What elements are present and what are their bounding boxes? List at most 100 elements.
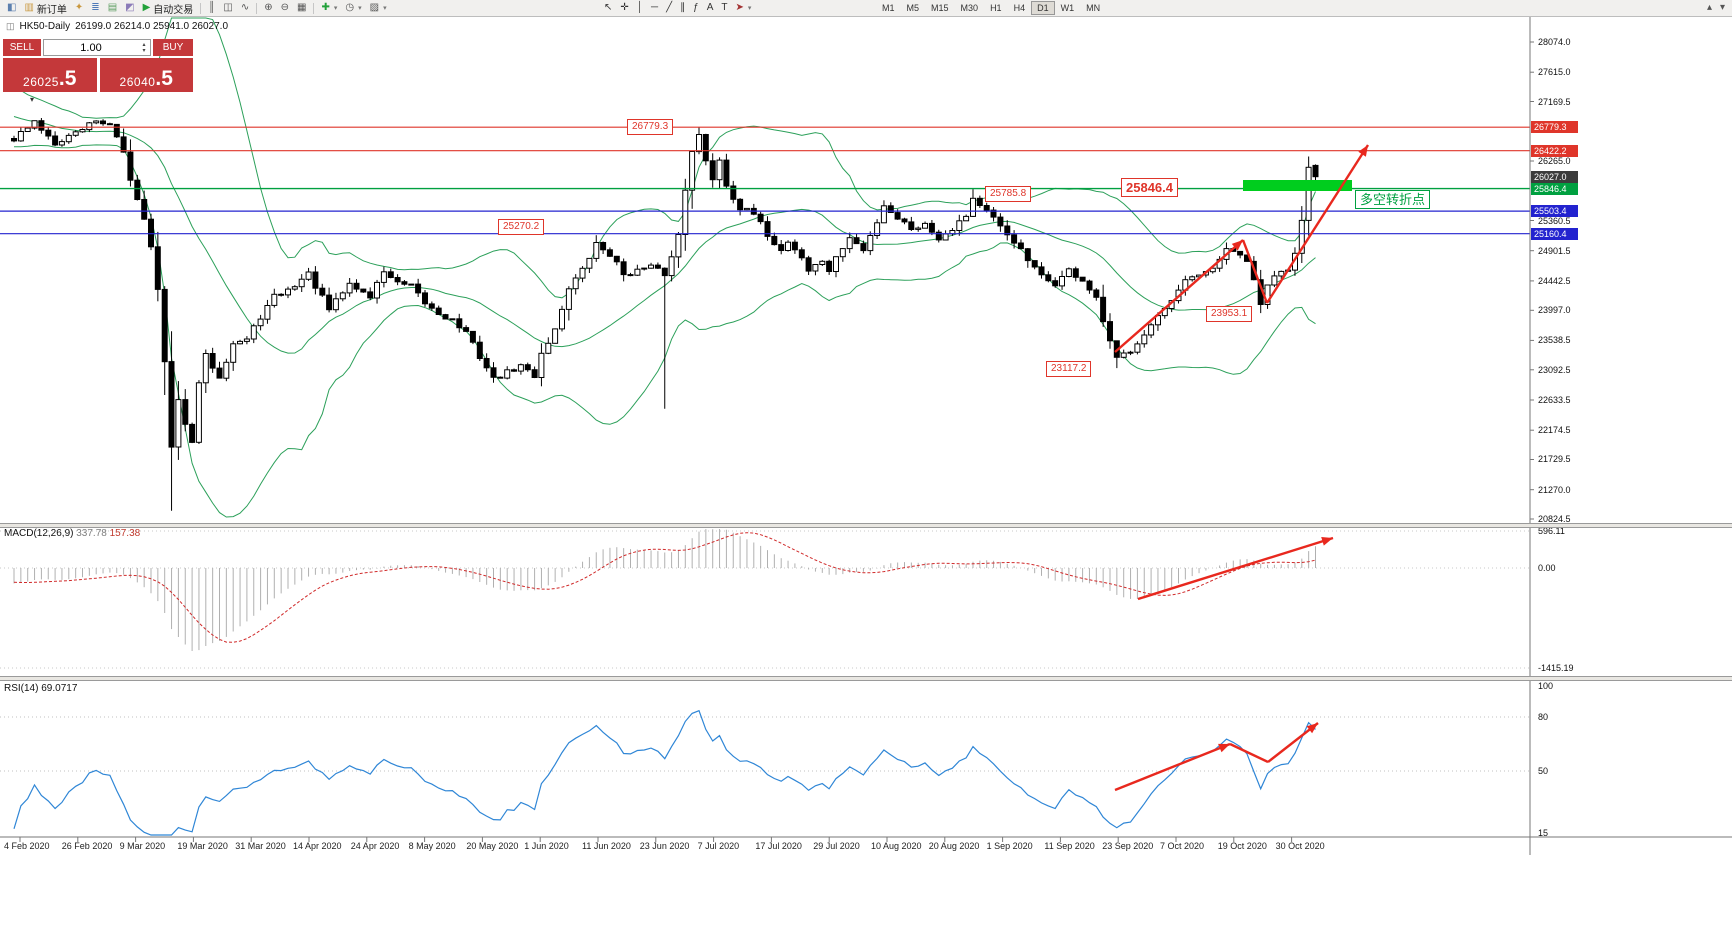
text-icon[interactable]: A — [703, 1, 718, 15]
macd-main-value: 337.78 — [76, 528, 107, 539]
line-chart-icon[interactable]: ∿ — [237, 1, 253, 15]
crosshair-icon[interactable]: ✛ — [616, 1, 632, 15]
time-axis-label: 20 May 2020 — [466, 841, 519, 851]
toolbar-scroll-down-icon[interactable]: ▾ — [1716, 1, 1729, 15]
channel-icon[interactable]: ∥ — [676, 1, 689, 15]
trendline-icon[interactable]: ╱ — [662, 1, 676, 15]
timeframe-button-m1[interactable]: M1 — [882, 3, 895, 13]
time-axis-label: 17 Jul 2020 — [755, 841, 802, 851]
chart-window-icon[interactable]: ◧ — [3, 1, 20, 15]
label-icon[interactable]: T — [717, 1, 731, 15]
volume-increase-button[interactable]: ▴ — [142, 41, 146, 48]
data-window-icon[interactable]: ▤ — [104, 1, 121, 15]
price-axis-label: 23092.5 — [1538, 364, 1571, 375]
text-icon: A — [706, 2, 714, 13]
sell-price-button[interactable]: 26025.5 — [3, 58, 97, 92]
strategy-tester-icon[interactable]: ◩ — [121, 1, 138, 15]
auto-trading-button[interactable]: ▶ 自动交易 — [139, 1, 198, 16]
timeframe-button-h1[interactable]: H1 — [990, 3, 1002, 13]
timeframe-button-h4[interactable]: H4 — [1013, 3, 1026, 13]
rsi-pane-splitter[interactable] — [0, 676, 1732, 681]
price-trend-arrows[interactable] — [1114, 144, 1370, 353]
price-axis-label: 25360.5 — [1538, 215, 1571, 226]
indicators-icon[interactable]: ✚ ▾ — [317, 1, 341, 15]
price-annotation-label[interactable]: 25270.2 — [498, 219, 545, 235]
tile-windows-icon[interactable]: ▦ — [293, 1, 310, 15]
price-annotation-label[interactable]: 23117.2 — [1046, 361, 1092, 377]
zoom-in-icon: ⊕ — [264, 2, 273, 13]
timeframe-button-mn[interactable]: MN — [1086, 3, 1101, 13]
horizontal-level-lines[interactable] — [0, 126, 1530, 235]
buy-button[interactable]: BUY — [153, 39, 193, 56]
price-annotation-label[interactable]: 25785.8 — [985, 186, 1032, 202]
navigator-icon: ✦ — [74, 2, 84, 13]
macd-trend-arrow[interactable] — [1137, 536, 1334, 601]
rsi-indicator-label: RSI(14) 69.0717 — [4, 683, 77, 694]
timeframe-button-w1[interactable]: W1 — [1060, 3, 1075, 13]
toolbar-scroll-up-icon[interactable]: ▴ — [1703, 1, 1716, 15]
time-axis-label: 11 Jun 2020 — [582, 841, 631, 851]
macd-axis-label: -1415.19 — [1538, 663, 1574, 673]
trade-panel-collapse-icon[interactable]: ▾ — [30, 95, 35, 104]
support-zone-rectangle[interactable] — [1243, 180, 1352, 191]
timeframe-button-m30[interactable]: M30 — [960, 3, 979, 13]
time-axis-label: 24 Apr 2020 — [350, 841, 400, 851]
fibonacci-icon: ƒ — [693, 2, 699, 13]
one-click-trading-panel: SELL ▴ ▾ BUY 26025.5 26040.5 — [3, 39, 193, 92]
time-axis-label: 7 Oct 2020 — [1160, 841, 1205, 851]
rsi-axis-label: 15 — [1538, 828, 1549, 838]
horizontal-line-icon: ─ — [651, 2, 659, 13]
macd-pane-splitter[interactable] — [0, 523, 1732, 528]
timeframe-button-m15[interactable]: M15 — [931, 3, 949, 13]
time-axis-label: 14 Apr 2020 — [293, 841, 342, 851]
templates-icon-dropdown: ▾ — [383, 5, 387, 12]
candlestick-series — [11, 118, 1319, 511]
macd-signal-value: 157.38 — [109, 528, 141, 539]
price-annotation-label[interactable]: 26779.3 — [627, 119, 674, 135]
templates-icon[interactable]: ▨ ▾ — [366, 1, 391, 15]
channel-icon: ∥ — [680, 2, 686, 13]
indicators-icon-dropdown: ▾ — [333, 5, 338, 12]
arrow-objects-icon[interactable]: ➤ ▾ — [732, 1, 756, 15]
price-annotation-label[interactable]: 25846.4 — [1121, 178, 1178, 197]
time-axis-label: 10 Aug 2020 — [871, 841, 922, 851]
candlestick-chart-icon[interactable]: ◫ — [219, 1, 236, 15]
vertical-line-icon[interactable]: │ — [633, 1, 647, 15]
time-axis-label: 20 Aug 2020 — [928, 841, 980, 851]
macd-axis-label: 0.00 — [1538, 563, 1556, 573]
fibonacci-icon[interactable]: ƒ — [689, 1, 703, 15]
new-order-button[interactable]: ▥ 新订单 — [20, 1, 70, 16]
time-axis-label: 4 Feb 2020 — [4, 841, 50, 851]
zoom-out-icon[interactable]: ⊖ — [277, 1, 293, 15]
chart-title-bar: ◫ HK50-Daily 26199.0 26214.0 25941.0 260… — [6, 21, 228, 32]
market-watch-icon[interactable]: ≣ — [87, 1, 103, 15]
price-axis-marker: 26779.3 — [1531, 121, 1578, 134]
price-axis-label: 21270.0 — [1538, 484, 1571, 495]
zoom-in-icon[interactable]: ⊕ — [260, 1, 276, 15]
sell-button[interactable]: SELL — [3, 39, 41, 56]
cursor-icon[interactable]: ↖ — [600, 1, 616, 15]
price-axis-label: 26265.0 — [1538, 156, 1571, 167]
volume-decrease-button[interactable]: ▾ — [142, 47, 146, 54]
new-order-button: ▥ — [24, 2, 34, 13]
macd-histogram — [13, 529, 1316, 651]
timeframe-button-m5[interactable]: M5 — [906, 3, 920, 13]
time-axis-label: 19 Mar 2020 — [177, 841, 228, 851]
volume-input[interactable] — [44, 40, 150, 55]
periods-icon[interactable]: ◷ ▾ — [341, 1, 365, 15]
periods-icon-dropdown: ▾ — [358, 5, 362, 12]
horizontal-line-icon[interactable]: ─ — [647, 1, 662, 15]
buy-price-button[interactable]: 26040.5 — [99, 58, 193, 92]
price-annotation-label[interactable]: 23953.1 — [1206, 306, 1253, 322]
price-axis-label: 27615.0 — [1538, 67, 1571, 78]
price-axis-marker: 25160.4 — [1531, 227, 1578, 240]
turning-point-label[interactable]: 多空转折点 — [1355, 190, 1431, 209]
indicators-icon: ✚ — [321, 2, 330, 13]
navigator-icon[interactable]: ✦ — [71, 1, 87, 15]
bar-chart-icon[interactable]: ║ — [204, 1, 219, 15]
sell-price-pips: .5 — [58, 67, 77, 91]
rsi-trend-arrows[interactable] — [1114, 722, 1319, 792]
strategy-tester-icon: ◩ — [125, 2, 135, 13]
timeframe-button-d1[interactable]: D1 — [1031, 1, 1055, 15]
